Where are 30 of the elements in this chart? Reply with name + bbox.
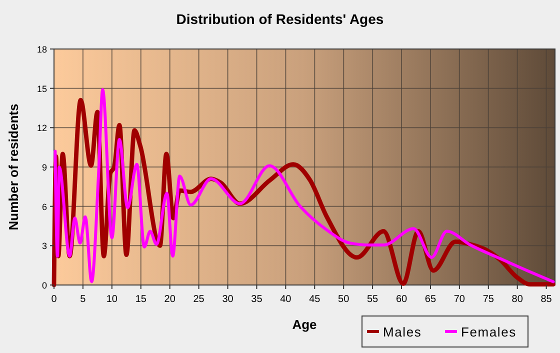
y-tick-label: 0 bbox=[42, 280, 47, 290]
y-tick-label: 12 bbox=[36, 123, 47, 134]
x-tick-label: 50 bbox=[338, 294, 350, 305]
y-tick-label: 9 bbox=[42, 162, 47, 172]
x-tick-label: 65 bbox=[424, 294, 436, 305]
chart-title: Distribution of Residents' Ages bbox=[176, 11, 384, 27]
x-tick-label: 25 bbox=[193, 294, 205, 305]
x-tick-label: 80 bbox=[512, 294, 524, 305]
x-tick-label: 15 bbox=[135, 294, 147, 305]
x-tick-label: 20 bbox=[164, 294, 176, 305]
x-tick-label: 85 bbox=[540, 294, 552, 305]
x-tick-label: 5 bbox=[80, 294, 86, 305]
legend-label: Females bbox=[461, 324, 516, 340]
x-tick-label: 70 bbox=[454, 294, 466, 305]
x-tick-label: 40 bbox=[280, 294, 292, 305]
x-axis-title: Age bbox=[292, 317, 317, 332]
y-axis-title: Number of residents bbox=[6, 104, 21, 230]
x-tick-label: 75 bbox=[482, 294, 494, 305]
x-tick-label: 60 bbox=[396, 294, 408, 305]
x-tick-label: 55 bbox=[366, 294, 379, 305]
x-tick-label: 35 bbox=[251, 294, 263, 305]
y-tick-label: 6 bbox=[42, 202, 47, 212]
x-tick-label: 30 bbox=[222, 294, 234, 305]
x-tick-label: 45 bbox=[309, 294, 321, 305]
x-tick-label: 0 bbox=[51, 294, 58, 305]
x-tick-label: 10 bbox=[106, 294, 118, 305]
y-tick-label: 15 bbox=[36, 84, 47, 94]
y-tick-label: 18 bbox=[36, 44, 47, 54]
y-tick-label: 3 bbox=[42, 241, 47, 252]
legend-label: Males bbox=[383, 324, 422, 340]
